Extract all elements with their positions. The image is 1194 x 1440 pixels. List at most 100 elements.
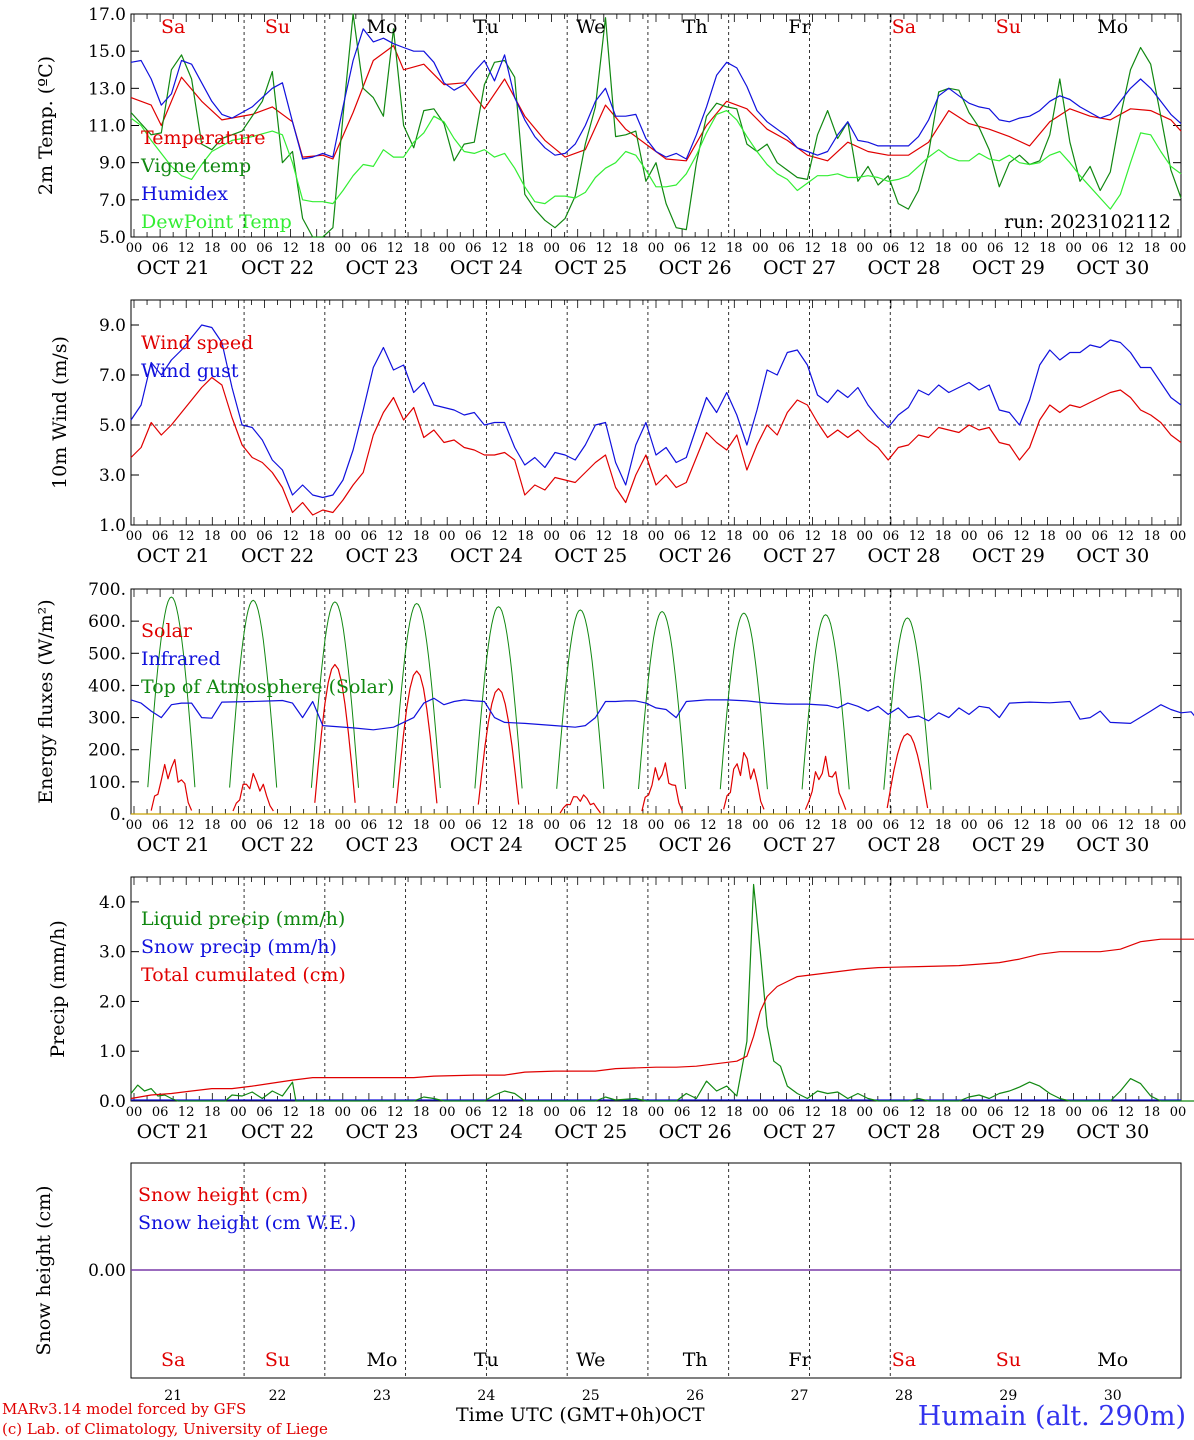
hour-tick-label: 06 — [569, 1105, 586, 1120]
day-number-label: 25 — [582, 1388, 600, 1404]
hour-tick-label: 06 — [674, 241, 691, 256]
precip-legend-entry: Total cumulated (cm) — [141, 964, 346, 986]
date-tick-label: OCT 25 — [554, 545, 627, 567]
temp-legend-entry: Humidex — [141, 183, 228, 205]
hour-tick-label: 00 — [857, 1105, 874, 1120]
hour-tick-label: 00 — [1170, 241, 1187, 256]
date-tick-label: OCT 24 — [450, 834, 523, 856]
temp-legend-entry: DewPoint Temp — [141, 211, 292, 233]
hour-tick-label: 00 — [961, 1105, 978, 1120]
hour-tick-label: 00 — [1170, 818, 1187, 833]
day-number-label: 23 — [373, 1388, 391, 1404]
date-tick-label: OCT 25 — [554, 257, 627, 279]
run-label: run: 2023102112 — [1004, 211, 1171, 233]
hour-tick-label: 00 — [439, 818, 456, 833]
hour-tick-label: 06 — [256, 1105, 273, 1120]
hour-tick-label: 18 — [935, 818, 952, 833]
hour-tick-label: 06 — [987, 529, 1004, 544]
date-tick-label: OCT 21 — [137, 257, 210, 279]
date-tick-label: OCT 26 — [659, 1121, 732, 1143]
hour-tick-label: 12 — [596, 241, 613, 256]
surface-solar-curve — [395, 670, 438, 804]
hour-tick-label: 12 — [178, 1105, 195, 1120]
hour-tick-label: 18 — [517, 529, 534, 544]
hour-tick-label: 00 — [230, 818, 247, 833]
hour-tick-label: 18 — [1144, 818, 1161, 833]
wind-series-wind-speed — [130, 376, 1182, 516]
date-tick-label: OCT 23 — [345, 545, 418, 567]
hour-tick-label: 06 — [256, 818, 273, 833]
hour-tick-label: 18 — [1039, 1105, 1056, 1120]
weekday-label: Fr — [788, 16, 811, 38]
toa-solar-arch — [229, 599, 278, 788]
date-tick-label: OCT 24 — [450, 545, 523, 567]
energy-legend-entry: Top of Atmosphere (Solar) — [141, 676, 394, 698]
temp-legend-entry: Vigne temp — [140, 155, 251, 177]
date-tick-label: OCT 29 — [972, 1121, 1045, 1143]
hour-tick-label: 06 — [883, 1105, 900, 1120]
hour-tick-label: 06 — [361, 241, 378, 256]
wind-series-wind-gust — [130, 324, 1182, 499]
date-tick-label: OCT 23 — [345, 834, 418, 856]
hour-tick-label: 18 — [726, 1105, 743, 1120]
panel-1-frame — [130, 13, 1182, 238]
date-tick-label: OCT 25 — [554, 1121, 627, 1143]
hour-tick-label: 06 — [465, 1105, 482, 1120]
hour-tick-label: 12 — [491, 241, 508, 256]
hour-tick-label: 18 — [204, 529, 221, 544]
day-number-label: 30 — [1104, 1388, 1122, 1404]
weekday-label: Su — [265, 1349, 290, 1371]
date-tick-label: OCT 29 — [972, 545, 1045, 567]
hour-tick-label: 12 — [491, 529, 508, 544]
snow-legend-entry: Snow height (cm) — [138, 1184, 308, 1206]
date-tick-label: OCT 24 — [450, 1121, 523, 1143]
energy-series-infrared — [130, 697, 1194, 731]
hour-tick-label: 00 — [543, 241, 560, 256]
x-axis-month: OCT — [661, 1404, 705, 1426]
hour-tick-label: 06 — [883, 529, 900, 544]
surface-solar-curve — [559, 794, 601, 814]
precip-tick-label: 2.0 — [99, 992, 126, 1012]
weekday-label: Mo — [366, 1349, 397, 1371]
date-tick-label: OCT 30 — [1076, 257, 1149, 279]
hour-tick-label: 18 — [517, 1105, 534, 1120]
hour-tick-label: 06 — [1091, 529, 1108, 544]
hour-tick-label: 18 — [1144, 1105, 1161, 1120]
energy-tick-label: 200. — [88, 741, 126, 761]
hour-tick-label: 12 — [178, 529, 195, 544]
day-number-label: 27 — [791, 1388, 809, 1404]
date-tick-label: OCT 26 — [659, 545, 732, 567]
hour-tick-label: 00 — [752, 529, 769, 544]
wind-legend-entry: Wind gust — [141, 360, 239, 382]
hour-tick-label: 12 — [909, 529, 926, 544]
date-tick-label: OCT 28 — [867, 257, 940, 279]
temp-y-axis-label: 2m Temp. (ºC) — [35, 56, 57, 195]
energy-legend-entry: Solar — [141, 620, 193, 642]
date-tick-label: OCT 22 — [241, 257, 314, 279]
energy-y-axis-label: Energy fluxes (W/m²) — [35, 599, 57, 803]
temp-tick-label: 17.0 — [88, 5, 126, 25]
temp-tick-label: 9.0 — [99, 154, 126, 174]
temp-series-vigne-temp — [130, 13, 1182, 238]
hour-tick-label: 12 — [596, 529, 613, 544]
hour-tick-label: 18 — [413, 1105, 430, 1120]
temp-series-humidex — [130, 28, 1182, 160]
hour-tick-label: 12 — [804, 1105, 821, 1120]
x-axis-title: Time UTC (GMT+0h) — [456, 1404, 662, 1426]
hour-tick-label: 18 — [1144, 241, 1161, 256]
hour-tick-label: 00 — [1170, 1105, 1187, 1120]
hour-tick-label: 18 — [204, 1105, 221, 1120]
hour-tick-label: 18 — [1144, 529, 1161, 544]
hour-tick-label: 06 — [778, 529, 795, 544]
weekday-label: Mo — [1097, 16, 1128, 38]
date-tick-label: OCT 24 — [450, 257, 523, 279]
temp-series-dewpoint-temp — [130, 109, 1182, 210]
hour-tick-label: 06 — [778, 1105, 795, 1120]
hour-tick-label: 00 — [230, 1105, 247, 1120]
hour-tick-label: 12 — [596, 1105, 613, 1120]
model-credit: MARv3.14 model forced by GFS — [2, 1400, 247, 1418]
toa-solar-arch — [883, 617, 932, 790]
toa-solar-arch — [801, 614, 850, 790]
hour-tick-label: 00 — [1065, 529, 1082, 544]
hour-tick-label: 18 — [935, 241, 952, 256]
